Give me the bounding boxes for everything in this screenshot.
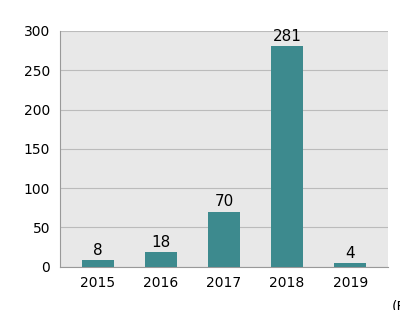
Text: 18: 18 <box>151 235 170 250</box>
Bar <box>271 46 303 267</box>
Bar <box>208 212 240 267</box>
Text: 70: 70 <box>214 194 234 209</box>
Text: (FY): (FY) <box>391 299 400 310</box>
Bar <box>334 264 366 267</box>
Text: 8: 8 <box>93 243 103 258</box>
Bar <box>82 260 114 267</box>
Text: 281: 281 <box>273 29 302 44</box>
Text: 4: 4 <box>345 246 355 261</box>
Bar <box>145 252 177 267</box>
